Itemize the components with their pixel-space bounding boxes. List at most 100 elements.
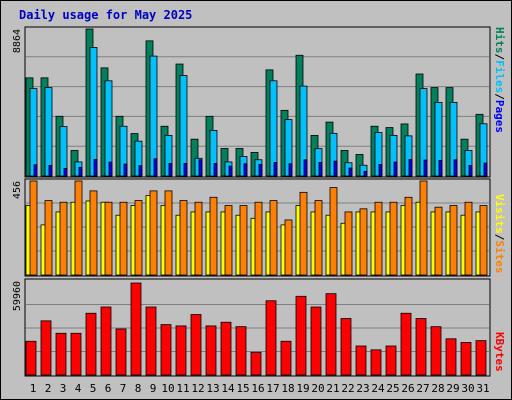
bar-kbytes-day-8 [130,282,142,376]
bar-kbytes-day-23 [355,345,367,376]
legend-visits-sites: Visits/Sites [493,194,506,274]
bar-files-day-6 [104,80,113,177]
bar-kbytes-day-17 [265,300,277,376]
chart-title: Daily usage for May 2025 [19,8,193,22]
bar-sites-day-9 [149,190,158,276]
bar-pages-day-21 [333,160,338,177]
bar-files-day-7 [119,125,128,177]
day-label-19: 19 [296,382,309,395]
bar-files-day-29 [449,101,458,177]
bar-kbytes-day-21 [325,293,337,376]
bar-pages-day-1 [33,164,38,177]
bar-files-day-24 [374,132,383,177]
bar-kbytes-day-30 [460,342,472,376]
bar-pages-day-23 [363,170,368,177]
day-label-25: 25 [386,382,399,395]
bars-hits-files-pages [25,28,488,177]
day-label-17: 17 [266,382,279,395]
day-label-20: 20 [311,382,324,395]
bar-sites-day-7 [119,201,128,276]
bar-pages-day-22 [348,167,353,177]
bar-files-day-10 [164,134,173,177]
day-label-28: 28 [431,382,444,395]
bar-kbytes-day-7 [115,328,127,376]
day-label-13: 13 [206,382,219,395]
day-label-2: 2 [45,382,52,395]
bar-kbytes-day-6 [100,306,112,376]
bar-pages-day-3 [63,167,68,177]
legend-pages: Pages [493,100,506,133]
bar-kbytes-day-4 [70,332,82,376]
bar-pages-day-14 [228,165,233,177]
max-label-hits: 8864 [12,29,23,53]
bars-visits-sites [25,180,488,276]
day-label-26: 26 [401,382,414,395]
bar-sites-day-29 [449,205,458,276]
bar-sites-day-27 [419,180,428,276]
day-label-21: 21 [326,382,339,395]
bar-kbytes-day-10 [160,324,172,376]
bar-pages-day-27 [423,159,428,177]
day-label-7: 7 [120,382,127,395]
bar-sites-day-18 [284,219,293,276]
bar-kbytes-day-2 [40,320,52,376]
legend-hits: Hits [493,27,506,54]
day-label-14: 14 [221,382,235,395]
day-label-27: 27 [416,382,429,395]
bar-pages-day-11 [183,162,188,177]
bar-kbytes-day-3 [55,332,67,376]
bar-sites-day-12 [194,201,203,276]
day-label-6: 6 [105,382,112,395]
bar-pages-day-7 [123,163,128,177]
bar-files-day-17 [269,80,278,177]
bar-sites-day-5 [89,190,98,276]
bar-sites-day-13 [209,196,218,276]
bar-kbytes-day-1 [25,340,37,376]
bar-pages-day-5 [93,159,98,177]
day-label-4: 4 [75,382,82,395]
day-label-24: 24 [371,382,385,395]
day-label-8: 8 [135,382,142,395]
legend-kbytes-label: KBytes [493,332,506,372]
bar-kbytes-day-13 [205,325,217,376]
bar-sites-day-31 [479,205,488,276]
bar-kbytes-day-15 [235,326,247,376]
bar-kbytes-day-24 [370,349,382,376]
bar-pages-day-28 [438,160,443,177]
bar-sites-day-28 [434,206,443,276]
max-label-kbytes: 59960 [12,281,23,311]
bar-sites-day-20 [314,200,323,276]
day-label-30: 30 [461,382,474,395]
day-label-18: 18 [281,382,294,395]
bars-kbytes [25,282,487,376]
bar-files-day-3 [59,126,68,177]
bar-files-day-23 [359,164,368,177]
bar-sites-day-26 [404,196,413,276]
bar-files-day-2 [44,87,53,177]
bar-kbytes-day-27 [415,318,427,376]
bar-kbytes-day-16 [250,351,262,376]
bar-sites-day-21 [329,187,338,276]
bar-sites-day-25 [389,201,398,276]
bar-sites-day-22 [344,211,353,276]
bar-kbytes-day-31 [475,340,487,376]
bar-files-day-31 [479,123,488,177]
bar-pages-day-29 [453,159,458,177]
day-label-11: 11 [176,382,189,395]
bar-kbytes-day-25 [385,345,397,376]
bar-sites-day-14 [224,205,233,276]
bar-sites-day-2 [44,200,53,276]
bar-kbytes-day-5 [85,312,97,376]
bar-sites-day-23 [359,208,368,276]
bar-files-day-1 [29,88,38,177]
bar-pages-day-17 [273,162,278,177]
bar-pages-day-6 [108,161,113,177]
day-label-15: 15 [236,382,249,395]
legend-separator: / [493,234,506,241]
day-label-10: 10 [161,382,174,395]
bar-sites-day-10 [164,190,173,276]
legend-files: Files [493,60,506,93]
bar-pages-day-4 [78,166,83,177]
bar-kbytes-day-20 [310,306,322,376]
bar-files-day-19 [299,85,308,177]
